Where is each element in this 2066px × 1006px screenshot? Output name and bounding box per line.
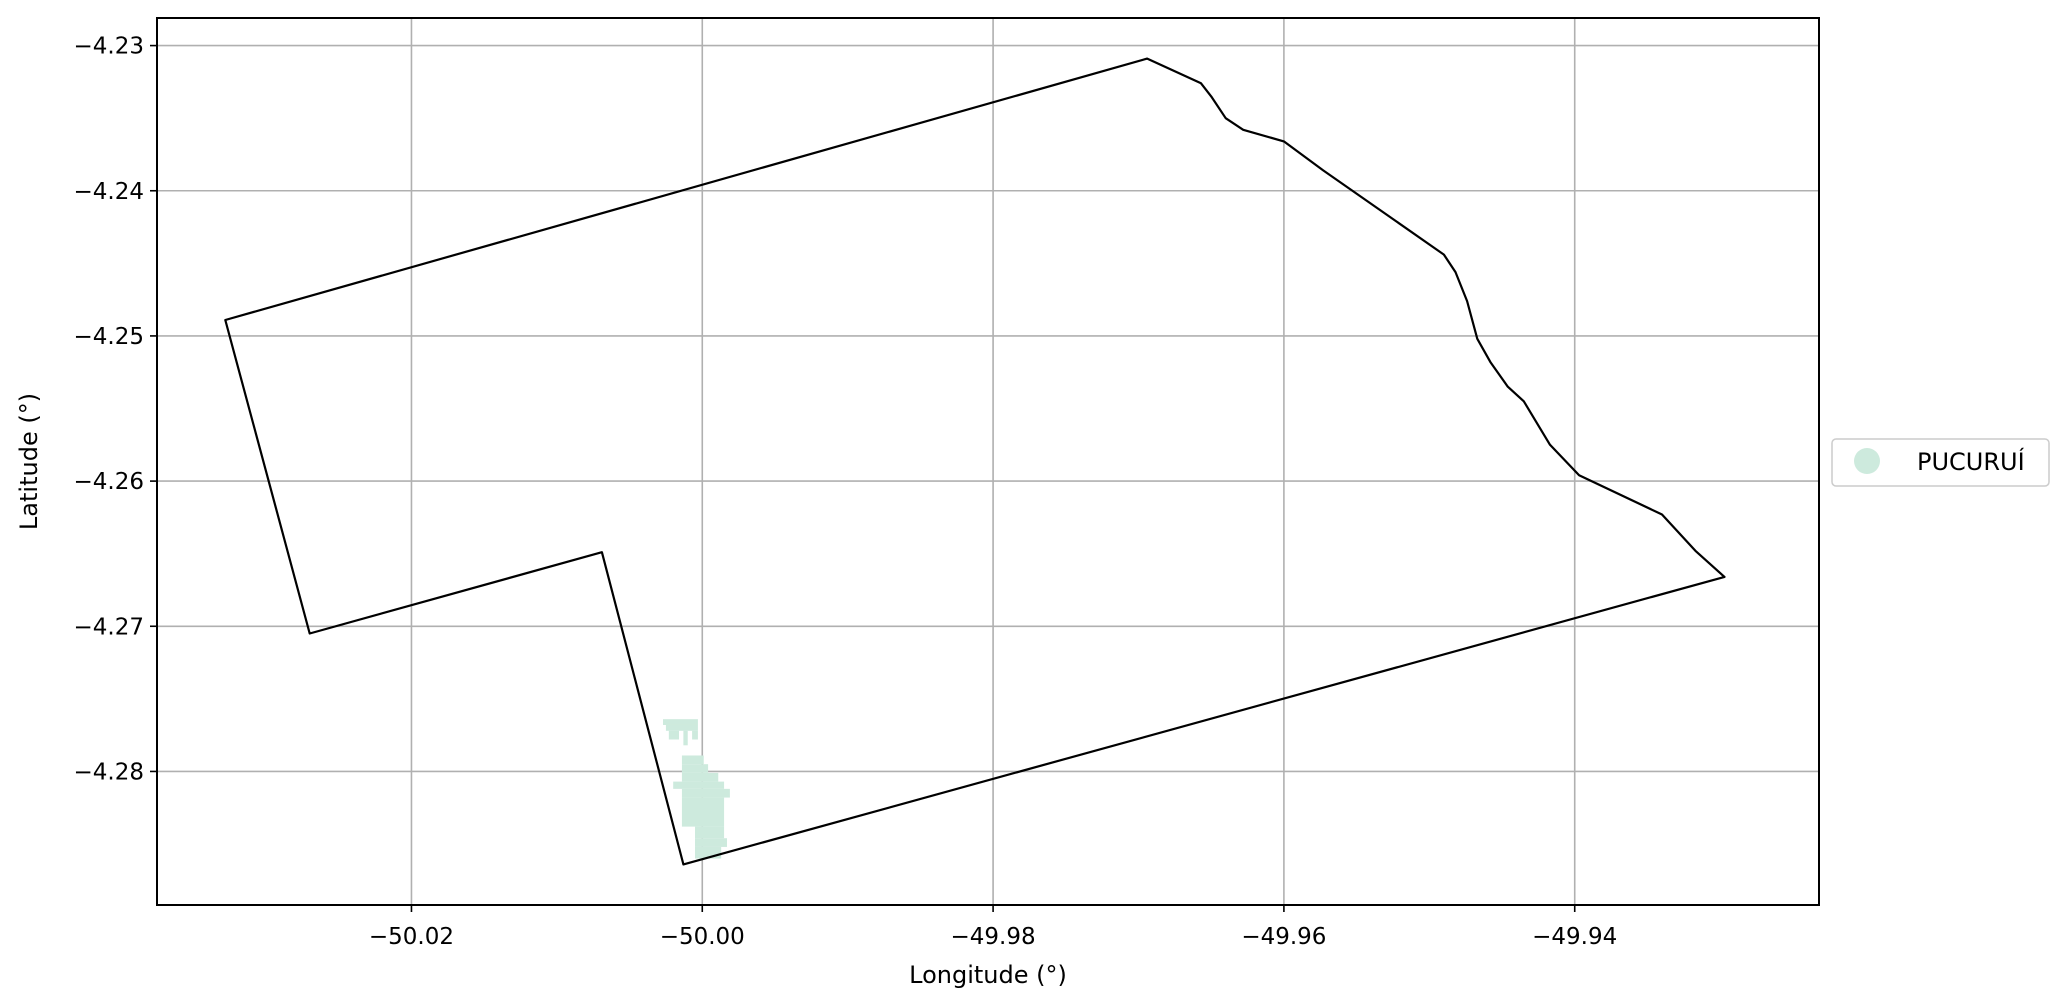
legend-label-pucurui: PUCURUÍ [1917, 447, 2025, 476]
x-axis: −50.02 −50.00 −49.98 −49.96 −49.94 [369, 905, 1617, 950]
boundary-layer [224, 57, 1726, 866]
pucurui-cell [681, 797, 725, 827]
y-tick-label: −4.24 [74, 179, 144, 205]
x-tick-label: −49.98 [951, 924, 1036, 950]
pucurui-cell [683, 730, 688, 746]
y-tick-label: −4.23 [74, 34, 144, 60]
y-tick-label: −4.25 [74, 324, 144, 350]
x-tick-label: −50.02 [369, 924, 454, 950]
pucurui-cell [681, 755, 704, 765]
pucurui-cell [695, 838, 727, 847]
pucurui-cell [681, 772, 719, 782]
pucurui-cell [695, 846, 722, 859]
pucurui-cell [681, 764, 709, 773]
y-axis-label: Latitude (°) [15, 393, 43, 530]
legend-box [1831, 438, 2050, 487]
pucurui-cell [673, 781, 725, 789]
grid-lines [157, 18, 1819, 905]
legend: PUCURUÍ [1831, 438, 2050, 487]
municipality-boundary [224, 57, 1726, 866]
pucurui-cell [681, 788, 730, 798]
pucurui-cell [695, 826, 725, 839]
y-tick-label: −4.27 [74, 614, 144, 640]
x-tick-label: −49.96 [1241, 924, 1326, 950]
y-tick-label: −4.26 [74, 469, 144, 495]
legend-marker-circle-icon [1854, 448, 1880, 474]
pucurui-cell [663, 719, 698, 725]
y-tick-label: −4.28 [74, 759, 144, 785]
pucurui-cell [668, 730, 680, 740]
x-axis-label: Longitude (°) [909, 961, 1067, 989]
x-tick-label: −49.94 [1532, 924, 1617, 950]
x-tick-label: −50.00 [660, 924, 745, 950]
plot-frame [156, 17, 1820, 906]
pucurui-cell [692, 730, 698, 740]
y-axis: −4.23 −4.24 −4.25 −4.26 −4.27 −4.28 [74, 34, 157, 785]
pucurui-cell [665, 724, 698, 731]
pucurui-area [663, 719, 730, 859]
